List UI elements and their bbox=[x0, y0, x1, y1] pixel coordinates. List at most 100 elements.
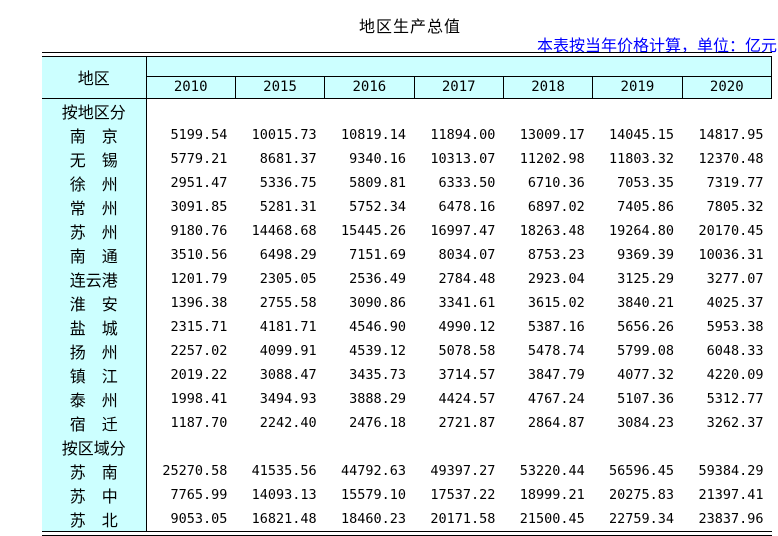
value-cell bbox=[324, 98, 415, 123]
value-cell: 14045.15 bbox=[592, 122, 683, 147]
value-cell: 16997.47 bbox=[414, 218, 504, 243]
value-cell: 6897.02 bbox=[503, 194, 593, 219]
value-cell: 49397.27 bbox=[414, 458, 504, 483]
value-cell: 17537.22 bbox=[414, 482, 504, 507]
value-cell: 11202.98 bbox=[503, 146, 593, 171]
value-cell: 15445.26 bbox=[324, 218, 415, 243]
value-cell: 21397.41 bbox=[682, 482, 772, 507]
value-cell: 44792.63 bbox=[324, 458, 415, 483]
value-cell bbox=[324, 434, 415, 459]
value-cell: 3888.29 bbox=[324, 386, 415, 411]
value-cell: 3714.57 bbox=[414, 362, 504, 387]
table-row: 按地区分 bbox=[42, 98, 772, 123]
value-cell: 2305.05 bbox=[235, 266, 325, 291]
value-cell: 59384.29 bbox=[682, 458, 772, 483]
value-cell: 14468.68 bbox=[235, 218, 325, 243]
gdp-data-table: 地区 2010 2015 2016 2017 2018 2019 2020 按地… bbox=[42, 57, 773, 531]
value-cell: 2242.40 bbox=[235, 410, 325, 435]
table-row: 徐 州 2951.47 5336.75 5809.81 6333.50 6710… bbox=[42, 170, 772, 195]
header-empty-band bbox=[146, 57, 772, 77]
value-cell: 20171.58 bbox=[414, 506, 504, 531]
table-top-double-rule bbox=[42, 52, 772, 57]
value-cell: 5752.34 bbox=[324, 194, 415, 219]
value-cell: 18460.23 bbox=[324, 506, 415, 531]
region-label: 徐 州 bbox=[42, 170, 147, 195]
value-cell: 9053.05 bbox=[146, 506, 236, 531]
value-cell: 4181.71 bbox=[235, 314, 325, 339]
value-cell: 9340.16 bbox=[324, 146, 415, 171]
region-label: 宿 迁 bbox=[42, 410, 147, 435]
value-cell: 22759.34 bbox=[592, 506, 683, 531]
value-cell bbox=[146, 434, 236, 459]
value-cell: 2315.71 bbox=[146, 314, 236, 339]
value-cell: 3090.86 bbox=[324, 290, 415, 315]
value-cell: 1396.38 bbox=[146, 290, 236, 315]
value-cell: 4539.12 bbox=[324, 338, 415, 363]
table-row: 无 锡 5779.21 8681.37 9340.16 10313.07 112… bbox=[42, 146, 772, 171]
value-cell: 5953.38 bbox=[682, 314, 772, 339]
value-cell: 3084.23 bbox=[592, 410, 683, 435]
column-header-region: 地区 bbox=[42, 57, 147, 99]
value-cell: 4025.37 bbox=[682, 290, 772, 315]
value-cell: 9180.76 bbox=[146, 218, 236, 243]
value-cell: 3840.21 bbox=[592, 290, 683, 315]
region-label: 连云港 bbox=[42, 266, 147, 291]
value-cell: 3494.93 bbox=[235, 386, 325, 411]
value-cell: 5281.31 bbox=[235, 194, 325, 219]
region-label: 苏 北 bbox=[42, 506, 147, 531]
table-row: 常 州 3091.85 5281.31 5752.34 6478.16 6897… bbox=[42, 194, 772, 219]
value-cell: 10036.31 bbox=[682, 242, 772, 267]
value-cell: 13009.17 bbox=[503, 122, 593, 147]
value-cell: 2864.87 bbox=[503, 410, 593, 435]
value-cell: 18263.48 bbox=[503, 218, 593, 243]
value-cell: 14817.95 bbox=[682, 122, 772, 147]
value-cell: 8753.23 bbox=[503, 242, 593, 267]
value-cell: 4990.12 bbox=[414, 314, 504, 339]
value-cell: 4546.90 bbox=[324, 314, 415, 339]
table-row: 苏 北 9053.05 16821.48 18460.23 20171.58 2… bbox=[42, 506, 772, 531]
value-cell: 5336.75 bbox=[235, 170, 325, 195]
value-cell: 14093.13 bbox=[235, 482, 325, 507]
value-cell: 2476.18 bbox=[324, 410, 415, 435]
value-cell: 5779.21 bbox=[146, 146, 236, 171]
table-row: 苏 南 25270.58 41535.56 44792.63 49397.27 … bbox=[42, 458, 772, 483]
value-cell: 20275.83 bbox=[592, 482, 683, 507]
value-cell bbox=[682, 98, 772, 123]
table-row: 扬 州 2257.02 4099.91 4539.12 5078.58 5478… bbox=[42, 338, 772, 363]
value-cell: 6710.36 bbox=[503, 170, 593, 195]
column-header-2018: 2018 bbox=[502, 76, 593, 99]
region-label: 南 京 bbox=[42, 122, 147, 147]
value-cell: 3510.56 bbox=[146, 242, 236, 267]
value-cell: 2019.22 bbox=[146, 362, 236, 387]
table-row: 镇 江 2019.22 3088.47 3435.73 3714.57 3847… bbox=[42, 362, 772, 387]
value-cell: 6333.50 bbox=[414, 170, 504, 195]
column-header-2016: 2016 bbox=[324, 76, 415, 99]
table-row: 南 京 5199.54 10015.73 10819.14 11894.00 1… bbox=[42, 122, 772, 147]
table-row: 按区域分 bbox=[42, 434, 772, 459]
value-cell: 5387.16 bbox=[503, 314, 593, 339]
value-cell: 53220.44 bbox=[503, 458, 593, 483]
value-cell bbox=[592, 98, 683, 123]
table-bottom-double-rule bbox=[42, 530, 772, 536]
value-cell: 11894.00 bbox=[414, 122, 504, 147]
unit-note: 本表按当年价格计算，单位：亿元 bbox=[536, 38, 777, 55]
table-row: 苏 中 7765.99 14093.13 15579.10 17537.22 1… bbox=[42, 482, 772, 507]
value-cell bbox=[503, 434, 593, 459]
value-cell: 7805.32 bbox=[682, 194, 772, 219]
value-cell: 4220.09 bbox=[682, 362, 772, 387]
value-cell: 7053.35 bbox=[592, 170, 683, 195]
value-cell: 7151.69 bbox=[324, 242, 415, 267]
value-cell: 2923.04 bbox=[503, 266, 593, 291]
value-cell: 7405.86 bbox=[592, 194, 683, 219]
value-cell: 5656.26 bbox=[592, 314, 683, 339]
value-cell: 2951.47 bbox=[146, 170, 236, 195]
value-cell: 15579.10 bbox=[324, 482, 415, 507]
value-cell: 6498.29 bbox=[235, 242, 325, 267]
value-cell: 5478.74 bbox=[503, 338, 593, 363]
region-label: 苏 南 bbox=[42, 458, 147, 483]
value-cell: 5107.36 bbox=[592, 386, 683, 411]
value-cell bbox=[592, 434, 683, 459]
region-label: 苏 州 bbox=[42, 218, 147, 243]
value-cell: 12370.48 bbox=[682, 146, 772, 171]
table-row: 盐 城 2315.71 4181.71 4546.90 4990.12 5387… bbox=[42, 314, 772, 339]
